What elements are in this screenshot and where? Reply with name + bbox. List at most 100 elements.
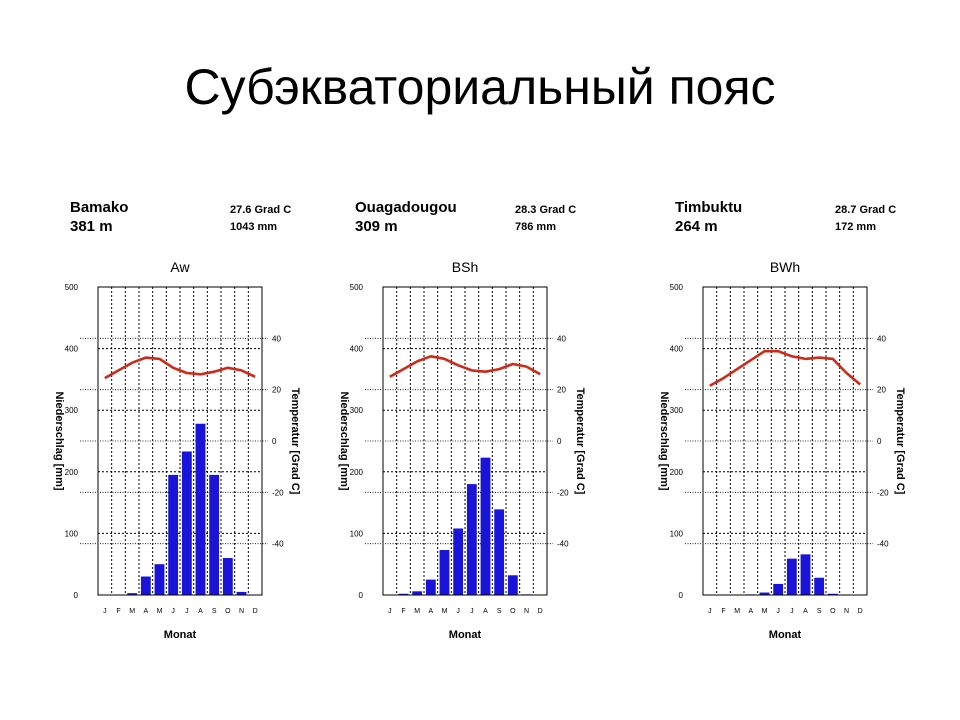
y-tick-label: 300 bbox=[65, 406, 79, 415]
station-altitude: 381 m bbox=[70, 218, 113, 235]
plot-frame bbox=[382, 286, 548, 596]
month-label: N bbox=[524, 608, 529, 615]
climate-code: BSh bbox=[452, 259, 478, 275]
station-altitude: 264 m bbox=[675, 218, 718, 235]
y2-tick-label: -20 bbox=[272, 488, 284, 497]
mean-temperature: 27.6 Grad C bbox=[230, 204, 292, 216]
y-tick-label: 400 bbox=[65, 345, 79, 354]
y-tick-label: 0 bbox=[74, 591, 79, 600]
y2-tick-label: 40 bbox=[557, 334, 566, 343]
x-axis-label: Monat bbox=[449, 629, 482, 641]
climate-code: Aw bbox=[170, 259, 190, 275]
month-label: D bbox=[538, 608, 543, 615]
y-tick-label: 500 bbox=[65, 283, 79, 292]
precipitation-bar bbox=[425, 579, 436, 595]
y2-tick-label: 20 bbox=[272, 386, 281, 395]
precipitation-bar bbox=[412, 591, 423, 595]
month-label: A bbox=[483, 608, 488, 615]
precipitation-bar bbox=[222, 558, 233, 595]
station-info: Bamako 381 m bbox=[70, 198, 128, 236]
y-axis-label: Niederschlag [mm] bbox=[53, 391, 65, 490]
plot-frame bbox=[97, 286, 263, 596]
month-label: O bbox=[225, 608, 231, 615]
annual-precipitation: 172 mm bbox=[835, 221, 876, 233]
station-info: Timbuktu 264 m bbox=[675, 198, 742, 236]
y2-tick-label: -40 bbox=[557, 540, 569, 549]
climate-chart-bamako: Bamako 381 m 27.6 Grad C 1043 mm Aw 0 100 2… bbox=[50, 190, 350, 660]
precipitation-bar bbox=[439, 550, 450, 595]
station-name: Timbuktu bbox=[675, 199, 743, 216]
month-label: A bbox=[748, 608, 753, 615]
month-label: D bbox=[858, 608, 863, 615]
temperature-line bbox=[709, 349, 862, 387]
month-label: S bbox=[497, 608, 502, 615]
mean-temperature: 28.7 Grad C bbox=[835, 204, 897, 216]
month-label: F bbox=[116, 608, 120, 615]
climate-code: BWh bbox=[770, 259, 800, 275]
precipitation-bar bbox=[800, 554, 811, 595]
station-name: Bamako bbox=[70, 199, 129, 216]
month-label: J bbox=[776, 608, 780, 615]
month-label: J bbox=[470, 608, 474, 615]
precipitation-bar bbox=[453, 528, 464, 595]
y-tick-label: 200 bbox=[350, 468, 364, 477]
precipitation-bar bbox=[195, 423, 206, 595]
precipitation-bar bbox=[154, 564, 165, 595]
month-label: J bbox=[103, 608, 107, 615]
precipitation-bar bbox=[127, 593, 138, 595]
y-tick-label: 0 bbox=[359, 591, 364, 600]
month-label: S bbox=[817, 608, 822, 615]
y-tick-label: 400 bbox=[350, 345, 364, 354]
month-label: N bbox=[239, 608, 244, 615]
station-stats: 28.3 Grad C 786 mm bbox=[515, 202, 576, 236]
slide-title: Субэкваториальный пояс bbox=[184, 59, 776, 115]
y-tick-label: 0 bbox=[679, 591, 684, 600]
y-axis-label: Niederschlag [mm] bbox=[658, 391, 670, 490]
y2-tick-label: 20 bbox=[877, 386, 886, 395]
climate-chart-timbuktu: Timbuktu 264 m 28.7 Grad C 172 mm BWh 0 10… bbox=[655, 190, 955, 660]
precipitation-bar bbox=[480, 457, 491, 595]
month-label: M bbox=[442, 608, 448, 615]
y2-tick-label: 0 bbox=[557, 437, 562, 446]
month-label: J bbox=[185, 608, 189, 615]
precipitation-bar bbox=[209, 474, 220, 595]
climate-plot: BWh 0 100 200 300 400 500 -40 -20 0 20 40 J F M A M J J A S O… bbox=[658, 259, 906, 641]
month-label: F bbox=[401, 608, 405, 615]
precipitation-bar bbox=[398, 593, 409, 595]
precipitation-bar bbox=[507, 575, 518, 595]
precipitation-bar bbox=[140, 576, 151, 595]
precipitation-bar bbox=[236, 591, 247, 595]
y-tick-label: 100 bbox=[670, 529, 684, 538]
climate-plot: Aw 0 100 200 300 400 500 -40 -20 0 20 40 J F M A M J J A S O N… bbox=[53, 259, 301, 641]
y-tick-label: 500 bbox=[670, 283, 684, 292]
x-axis-label: Monat bbox=[164, 629, 197, 641]
y2-axis-label: Temperatur [Grad C] bbox=[289, 388, 301, 495]
station-stats: 28.7 Grad C 172 mm bbox=[835, 202, 896, 236]
x-axis-label: Monat bbox=[769, 629, 802, 641]
precipitation-bar bbox=[786, 558, 797, 595]
station-stats: 27.6 Grad C 1043 mm bbox=[230, 202, 291, 236]
precipitation-bar bbox=[181, 451, 192, 595]
month-label: J bbox=[388, 608, 392, 615]
month-label: M bbox=[414, 608, 420, 615]
precipitation-bar bbox=[827, 593, 838, 595]
month-label: A bbox=[198, 608, 203, 615]
station-name: Ouagadougou bbox=[355, 199, 457, 216]
month-label: M bbox=[734, 608, 740, 615]
y-tick-label: 300 bbox=[670, 406, 684, 415]
precipitation-bar bbox=[759, 592, 770, 595]
precipitation-bar bbox=[168, 474, 179, 595]
month-label: J bbox=[790, 608, 794, 615]
mean-temperature: 28.3 Grad C bbox=[515, 204, 577, 216]
climate-plot: BSh 0 100 200 300 400 500 -40 -20 0 20 40 J F M A M J J A S O… bbox=[338, 259, 586, 641]
y2-tick-label: 40 bbox=[272, 334, 281, 343]
annual-precipitation: 1043 mm bbox=[230, 221, 278, 233]
month-label: M bbox=[157, 608, 163, 615]
temperature-line bbox=[389, 355, 541, 378]
month-label: A bbox=[803, 608, 808, 615]
y-tick-label: 200 bbox=[65, 468, 79, 477]
y2-axis-label: Temperatur [Grad C] bbox=[574, 388, 586, 495]
y-tick-label: 100 bbox=[65, 529, 79, 538]
month-label: M bbox=[762, 608, 768, 615]
y2-axis-label: Temperatur [Grad C] bbox=[894, 388, 906, 495]
